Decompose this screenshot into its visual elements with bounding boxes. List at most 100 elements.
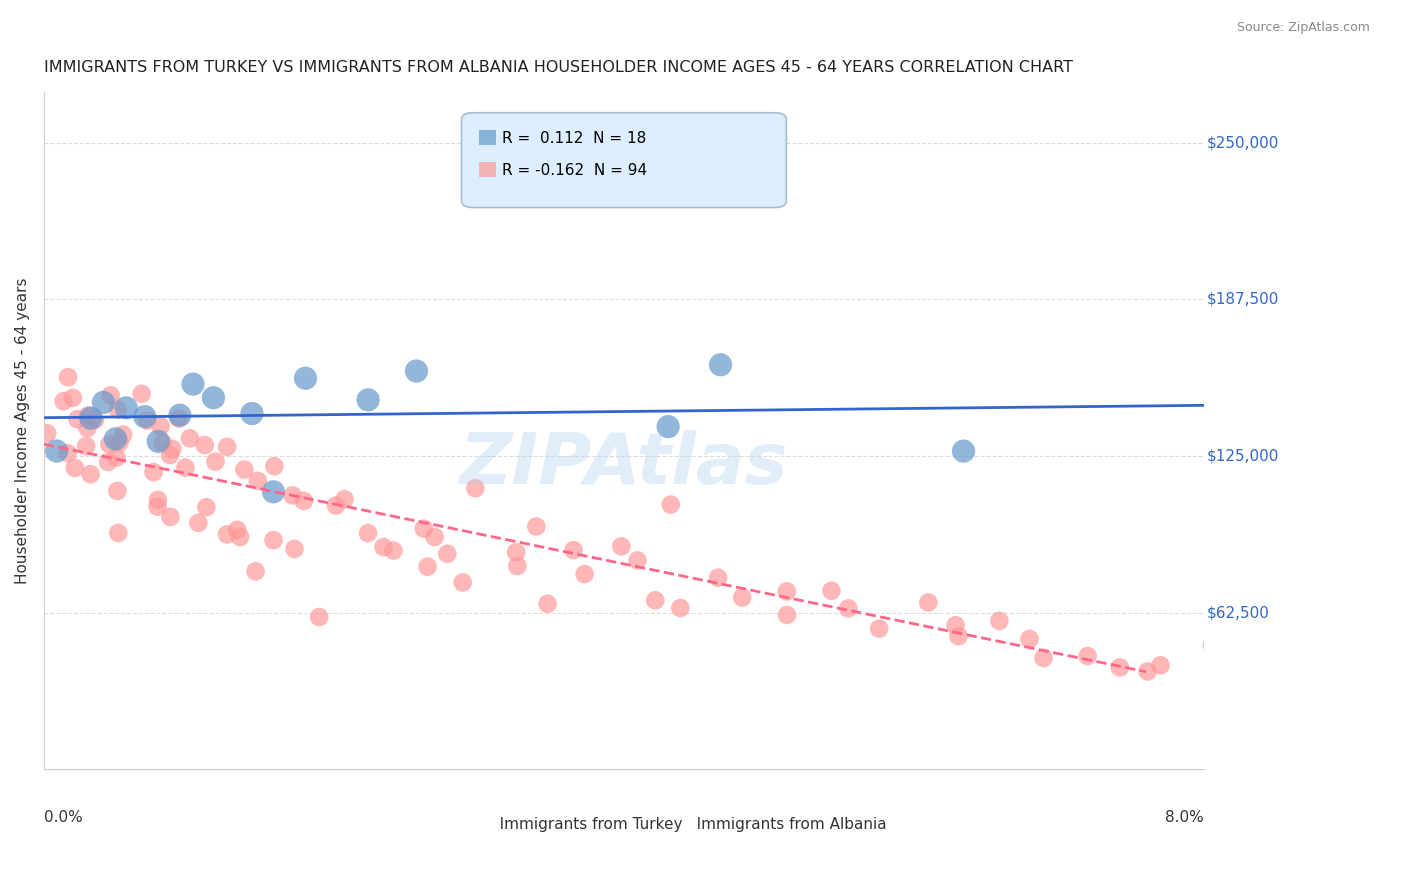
Point (917, 595, 939, 609)
Point (37, 426, 59, 441)
Point (159, 509, 181, 524)
Point (382, 543, 405, 558)
Point (505, 545, 527, 559)
Point (159, 448, 181, 462)
Point (333, 492, 356, 507)
Text: Immigrants from Albania: Immigrants from Albania (682, 817, 887, 831)
Point (262, 484, 284, 499)
Point (98, 437, 121, 451)
Title: IMMIGRANTS FROM TURKEY VS IMMIGRANTS FROM ALBANIA HOUSEHOLDER INCOME AGES 45 - 6: IMMIGRANTS FROM TURKEY VS IMMIGRANTS FRO… (44, 60, 1073, 75)
Point (131, 386, 153, 401)
Point (174, 460, 197, 475)
Point (107, 525, 129, 540)
Point (195, 500, 218, 515)
Point (45, 444, 67, 458)
Point (148, 434, 170, 449)
Point (837, 601, 859, 615)
Point (162, 442, 184, 456)
Point (66, 412, 89, 426)
Text: $62,500: $62,500 (1206, 605, 1270, 620)
Point (240, 407, 263, 421)
Text: $187,500: $187,500 (1206, 292, 1278, 307)
Point (1136, 665, 1159, 679)
Point (524, 519, 547, 533)
Point (952, 444, 974, 458)
Text: ZIPAtlas: ZIPAtlas (460, 430, 789, 500)
Point (80, 411, 103, 425)
Point (868, 622, 890, 636)
Point (63, 461, 86, 475)
Point (1149, 658, 1171, 673)
Text: 0.0%: 0.0% (44, 810, 83, 825)
Point (283, 541, 305, 556)
Point (423, 530, 446, 544)
Text: R = -0.162  N = 94: R = -0.162 N = 94 (502, 162, 647, 178)
Point (405, 364, 427, 378)
Point (776, 607, 799, 622)
Point (988, 614, 1011, 628)
Point (610, 540, 633, 554)
Text: Immigrants from Turkey: Immigrants from Turkey (485, 817, 682, 831)
Point (416, 559, 439, 574)
Point (149, 419, 172, 434)
Point (776, 584, 799, 599)
Point (1223, 673, 1246, 688)
Point (181, 377, 204, 392)
Point (187, 516, 209, 530)
Point (104, 432, 127, 446)
Point (1018, 632, 1040, 646)
Point (412, 522, 434, 536)
FancyBboxPatch shape (461, 818, 482, 836)
Point (179, 431, 201, 445)
Point (215, 527, 238, 541)
Point (202, 391, 225, 405)
Point (167, 411, 190, 425)
Point (451, 575, 474, 590)
Point (245, 565, 267, 579)
Point (659, 498, 682, 512)
Point (100, 388, 122, 402)
Point (97, 455, 120, 469)
Point (107, 402, 129, 417)
Point (246, 474, 269, 488)
Point (134, 409, 156, 424)
Point (56, 446, 79, 460)
Point (1108, 660, 1130, 674)
Point (945, 618, 967, 632)
Point (294, 371, 316, 385)
Point (709, 358, 731, 372)
Point (75, 439, 97, 453)
Point (77, 409, 100, 423)
Point (574, 567, 596, 582)
Point (52, 394, 75, 409)
Point (506, 559, 529, 574)
Point (169, 408, 191, 422)
Point (373, 540, 395, 554)
Point (308, 610, 330, 624)
Point (1265, 665, 1288, 680)
Point (115, 401, 138, 415)
Point (62, 391, 84, 405)
Y-axis label: Householder Income Ages 45 - 64 years: Householder Income Ages 45 - 64 years (15, 277, 30, 584)
Point (79, 467, 101, 482)
Point (536, 597, 558, 611)
Point (436, 547, 458, 561)
Point (105, 450, 128, 465)
Point (229, 530, 252, 544)
Point (76, 421, 98, 435)
FancyBboxPatch shape (479, 129, 496, 145)
Point (93, 395, 115, 409)
Point (281, 488, 304, 502)
Point (657, 419, 679, 434)
Point (325, 499, 347, 513)
Text: Source: ZipAtlas.com: Source: ZipAtlas.com (1237, 21, 1371, 34)
Point (152, 435, 174, 450)
Point (1032, 651, 1054, 665)
Point (1077, 649, 1099, 664)
Text: R =  0.112  N = 18: R = 0.112 N = 18 (502, 131, 647, 146)
Point (263, 459, 285, 474)
Point (204, 455, 226, 469)
Point (146, 500, 169, 514)
Point (105, 483, 128, 498)
FancyBboxPatch shape (461, 112, 786, 208)
